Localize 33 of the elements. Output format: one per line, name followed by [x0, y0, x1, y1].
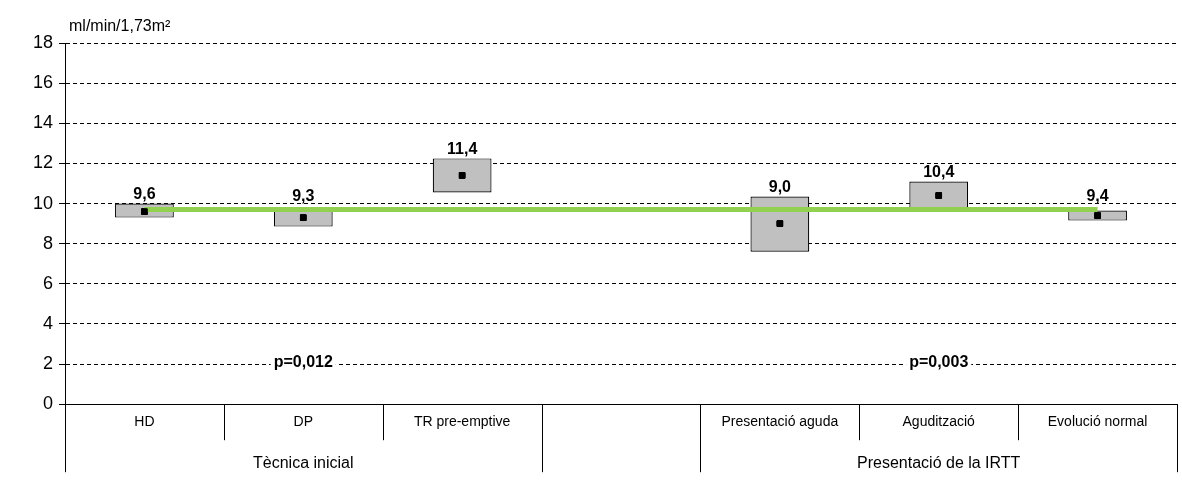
data-label: 9,6	[133, 184, 156, 202]
x-tick-label: Agudització	[902, 413, 976, 430]
y-tick-label: 0	[42, 393, 53, 414]
y-tick-label: 8	[42, 232, 53, 253]
y-tick-label: 2	[42, 353, 53, 374]
data-label: 11,4	[447, 139, 478, 157]
y-tick-label: 18	[32, 31, 53, 52]
annotation: p=0,003	[909, 352, 969, 370]
y-tick-label: 14	[32, 112, 53, 133]
data-label: 9,0	[768, 177, 792, 195]
data-label: 10,4	[923, 162, 955, 180]
annotation: p=0,012	[273, 352, 333, 370]
x-tick-label: HD	[134, 413, 155, 430]
y-tick-label: 16	[32, 72, 53, 93]
y-tick-label: 12	[32, 152, 53, 173]
point	[935, 192, 943, 199]
y-tick-label: 6	[42, 272, 53, 293]
y-axis-title: ml/min/1,73m²	[69, 17, 172, 35]
data-label: 9,4	[1086, 186, 1109, 204]
text: Presentació de la IRTT	[857, 453, 1021, 471]
text: Tècnica inicial	[253, 453, 354, 471]
point	[141, 208, 148, 215]
point	[299, 214, 307, 221]
x-tick-label: DP	[293, 413, 314, 430]
point	[776, 220, 784, 227]
x-tick-label: TR pre-emptive	[413, 413, 511, 430]
x-tick-label: Evolució normal	[1047, 413, 1148, 430]
data-label: 9,3	[292, 186, 315, 204]
y-tick-label: 10	[32, 192, 53, 213]
x-tick-label: Presentació aguda	[721, 413, 839, 430]
point	[458, 172, 466, 179]
y-tick-label: 4	[42, 312, 53, 333]
point	[1094, 212, 1101, 219]
